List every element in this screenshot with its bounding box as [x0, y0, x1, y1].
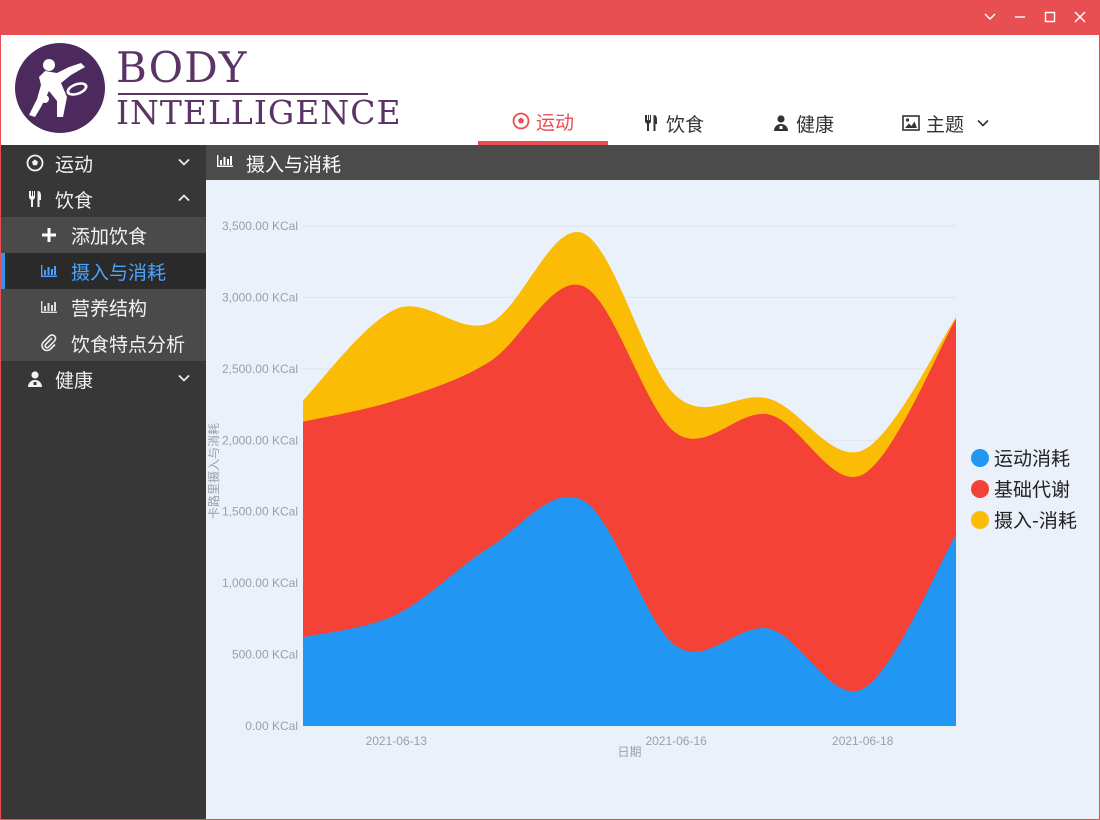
legend-swatch	[971, 480, 989, 498]
x-tick-label: 2021-06-16	[645, 734, 707, 748]
sidebar-item-health[interactable]: 健康	[1, 361, 206, 397]
chevron-down-icon	[977, 119, 989, 127]
topnav-theme-dropdown[interactable]: 主题	[881, 101, 1011, 145]
stacked-area-chart: 0.00 KCal 500.00 KCal 1,000.00 KCal 1,500.0…	[206, 219, 1077, 759]
image-icon	[902, 115, 920, 131]
topnav-exercise-tab[interactable]: 运动	[478, 101, 608, 145]
active-indicator	[1, 253, 5, 289]
x-axis-title: 日期	[617, 745, 641, 759]
chevron-down-icon	[178, 374, 190, 382]
content-panel: 摄入与消耗 0.00 KCal 500.00 KCal 1,000.00 KCal 1…	[206, 145, 1099, 819]
y-tick-label: 500.00 KCal	[232, 648, 298, 662]
paperclip-icon	[39, 333, 59, 353]
sidebar-subitem-label: 饮食特点分析	[71, 334, 186, 356]
brand-name-line2: INTELLIGENCE	[116, 93, 402, 132]
area-series-0	[303, 496, 956, 726]
fork-knife-icon	[644, 115, 657, 131]
fork-knife-icon	[25, 189, 45, 209]
y-tick-label: 2,000.00 KCal	[222, 433, 298, 447]
bar-chart-icon	[216, 153, 234, 172]
topnav-health-tab[interactable]: 健康	[738, 101, 868, 145]
sidebar-subitem-diet-analysis[interactable]: 饮食特点分析	[1, 325, 206, 361]
legend-swatch	[971, 449, 989, 467]
topnav-diet-label: 饮食	[665, 113, 704, 136]
header: BODY INTELLIGENCE 运动 饮食 健康	[1, 35, 1099, 145]
y-tick-label: 1,000.00 KCal	[222, 576, 298, 590]
y-tick-label: 2,500.00 KCal	[222, 362, 298, 376]
y-tick-label: 0.00 KCal	[245, 719, 298, 733]
soccer-ball-icon	[512, 112, 530, 130]
app-window: BODY INTELLIGENCE 运动 饮食 健康	[1, 35, 1099, 819]
sidebar-item-label: 运动	[55, 154, 94, 176]
sidebar-subitem-label: 摄入与消耗	[71, 262, 167, 284]
legend-label: 摄入-消耗	[994, 510, 1077, 532]
x-tick-label: 2021-06-18	[832, 734, 894, 748]
logo-icon	[15, 43, 105, 133]
legend-label: 基础代谢	[994, 479, 1070, 501]
brand-rule	[118, 93, 368, 95]
close-icon[interactable]	[1069, 6, 1091, 28]
legend-label: 运动消耗	[994, 448, 1070, 470]
sidebar: 运动 饮食 添加饮食 摄入与消耗 营养结构	[1, 145, 206, 819]
topnav-theme-label: 主题	[925, 113, 964, 136]
topnav-diet-tab[interactable]: 饮食	[608, 101, 738, 145]
content-title: 摄入与消耗	[246, 154, 342, 176]
sidebar-subitem-label: 添加饮食	[71, 226, 148, 248]
doctor-icon	[25, 369, 45, 389]
sidebar-subitem-intake-consumption[interactable]: 摄入与消耗	[1, 253, 206, 289]
content-header: 摄入与消耗	[206, 145, 1099, 180]
doctor-icon	[773, 115, 788, 131]
sidebar-item-label: 健康	[55, 370, 94, 392]
brand-name-line1: BODY	[116, 43, 248, 92]
y-tick-label: 1,500.00 KCal	[222, 505, 298, 519]
sidebar-item-label: 饮食	[55, 190, 94, 212]
maximize-icon[interactable]	[1039, 6, 1061, 28]
x-tick-label: 2021-06-13	[366, 734, 428, 748]
topnav-exercise-label: 运动	[535, 111, 574, 134]
chevron-up-icon	[178, 194, 190, 202]
sidebar-subitem-nutrition-structure[interactable]: 营养结构	[1, 289, 206, 325]
bar-chart-icon	[39, 261, 59, 281]
sidebar-subitem-label: 营养结构	[71, 298, 148, 320]
y-tick-label: 3,000.00 KCal	[222, 290, 298, 304]
sidebar-item-diet[interactable]: 饮食	[1, 181, 206, 217]
minimize-icon[interactable]	[1009, 6, 1031, 28]
bar-chart-icon	[39, 297, 59, 317]
legend-swatch	[971, 511, 989, 529]
sidebar-item-exercise[interactable]: 运动	[1, 145, 206, 181]
collapse-chevron-icon[interactable]	[979, 6, 1001, 28]
sidebar-subitem-add-diet[interactable]: 添加饮食	[1, 217, 206, 253]
y-axis-title: 卡路里摄入与消耗	[206, 423, 221, 519]
soccer-ball-icon	[25, 153, 45, 173]
plus-icon	[39, 225, 59, 245]
chevron-down-icon	[178, 158, 190, 166]
topnav-health-label: 健康	[795, 113, 834, 136]
title-bar	[0, 0, 1100, 35]
y-tick-label: 3,500.00 KCal	[222, 219, 298, 233]
